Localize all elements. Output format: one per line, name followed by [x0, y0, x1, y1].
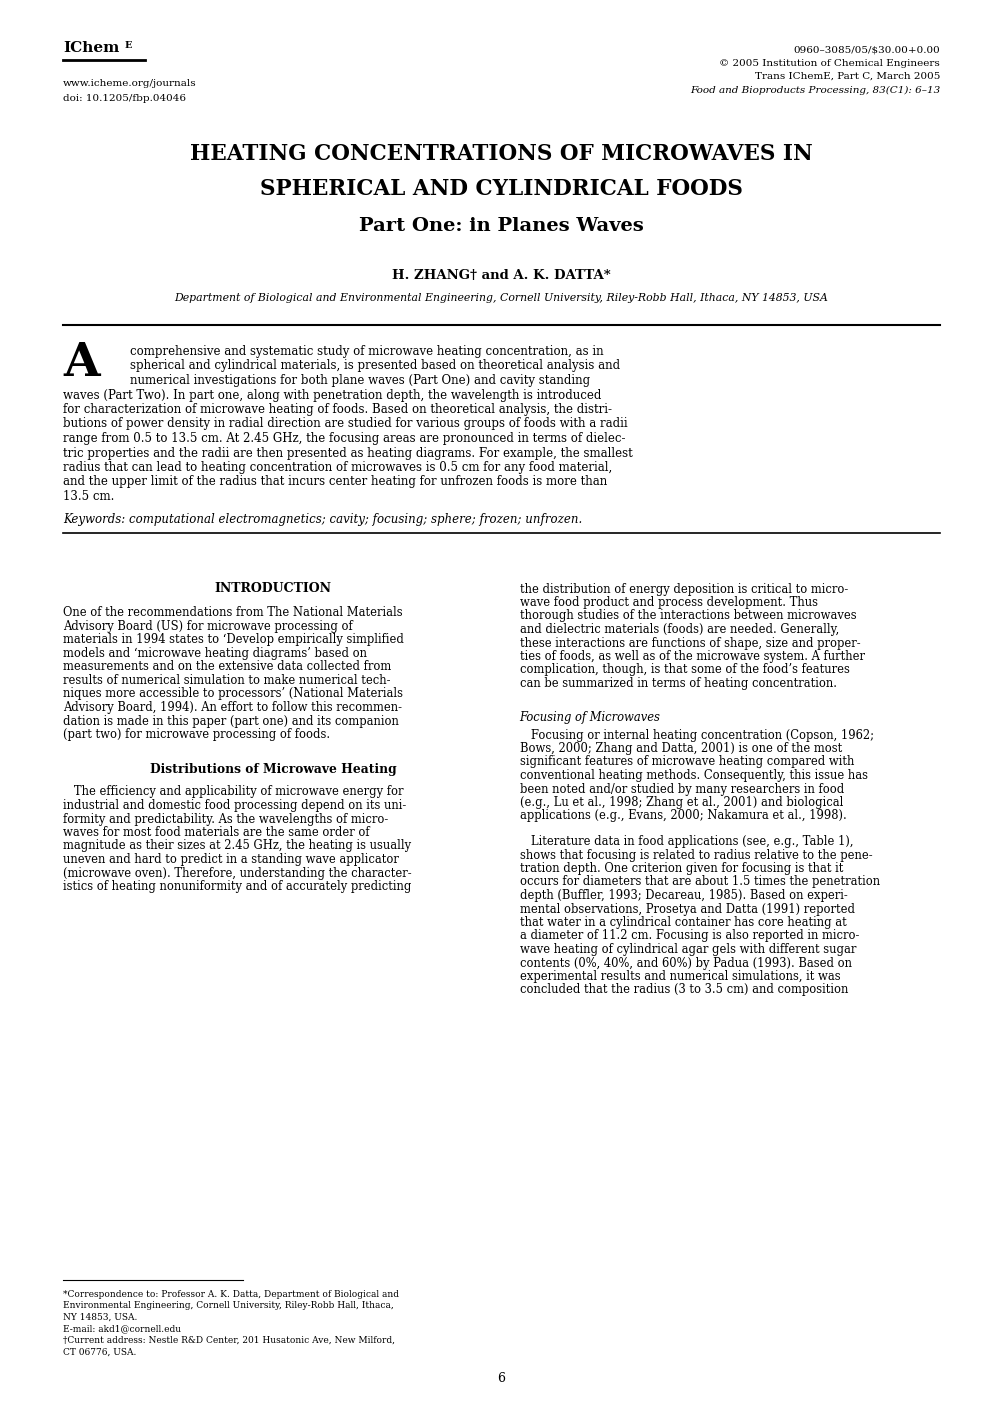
Text: comprehensive and systematic study of microwave heating concentration, as in: comprehensive and systematic study of mi…: [115, 345, 603, 358]
Text: uneven and hard to predict in a standing wave applicator: uneven and hard to predict in a standing…: [63, 853, 399, 866]
Text: mental observations, Prosetya and Datta (1991) reported: mental observations, Prosetya and Datta …: [520, 902, 854, 916]
Text: conventional heating methods. Consequently, this issue has: conventional heating methods. Consequent…: [520, 769, 867, 781]
Text: Environmental Engineering, Cornell University, Riley-Robb Hall, Ithaca,: Environmental Engineering, Cornell Unive…: [63, 1302, 394, 1310]
Text: Trans IChemE, Part C, March 2005: Trans IChemE, Part C, March 2005: [755, 72, 940, 81]
Text: niques more accessible to processors’ (National Materials: niques more accessible to processors’ (N…: [63, 687, 403, 700]
Text: and the upper limit of the radius that incurs center heating for unfrozen foods : and the upper limit of the radius that i…: [63, 476, 607, 488]
Text: INTRODUCTION: INTRODUCTION: [214, 582, 331, 595]
Text: E-mail: akd1@cornell.edu: E-mail: akd1@cornell.edu: [63, 1324, 182, 1333]
Text: radius that can lead to heating concentration of microwaves is 0.5 cm for any fo: radius that can lead to heating concentr…: [63, 462, 612, 474]
Text: IChem: IChem: [63, 41, 119, 55]
Text: that water in a cylindrical container has core heating at: that water in a cylindrical container ha…: [520, 916, 846, 929]
Text: www.icheme.org/journals: www.icheme.org/journals: [63, 79, 196, 88]
Text: contents (0%, 40%, and 60%) by Padua (1993). Based on: contents (0%, 40%, and 60%) by Padua (19…: [520, 957, 851, 969]
Text: depth (Buffler, 1993; Decareau, 1985). Based on experi-: depth (Buffler, 1993; Decareau, 1985). B…: [520, 890, 847, 902]
Text: can be summarized in terms of heating concentration.: can be summarized in terms of heating co…: [520, 678, 836, 690]
Text: H. ZHANG† and A. K. DATTA*: H. ZHANG† and A. K. DATTA*: [392, 269, 611, 282]
Text: concluded that the radius (3 to 3.5 cm) and composition: concluded that the radius (3 to 3.5 cm) …: [520, 984, 848, 996]
Text: wave food product and process development. Thus: wave food product and process developmen…: [520, 596, 817, 609]
Text: CT 06776, USA.: CT 06776, USA.: [63, 1347, 136, 1357]
Text: for characterization of microwave heating of foods. Based on theoretical analysi: for characterization of microwave heatin…: [63, 403, 612, 417]
Text: models and ‘microwave heating diagrams’ based on: models and ‘microwave heating diagrams’ …: [63, 647, 367, 659]
Text: Food and Bioproducts Processing, 83(C1): 6–13: Food and Bioproducts Processing, 83(C1):…: [689, 86, 940, 95]
Text: Department of Biological and Environmental Engineering, Cornell University, Rile: Department of Biological and Environment…: [175, 293, 828, 303]
Text: Keywords: computational electromagnetics; cavity; focusing; sphere; frozen; unfr: Keywords: computational electromagnetics…: [63, 512, 582, 526]
Text: doi: 10.1205/fbp.04046: doi: 10.1205/fbp.04046: [63, 94, 186, 102]
Text: waves (Part Two). In part one, along with penetration depth, the wavelength is i: waves (Part Two). In part one, along wit…: [63, 389, 601, 401]
Text: industrial and domestic food processing depend on its uni-: industrial and domestic food processing …: [63, 798, 407, 812]
Text: magnitude as their sizes at 2.45 GHz, the heating is usually: magnitude as their sizes at 2.45 GHz, th…: [63, 839, 411, 853]
Text: these interactions are functions of shape, size and proper-: these interactions are functions of shap…: [520, 637, 860, 650]
Text: Bows, 2000; Zhang and Datta, 2001) is one of the most: Bows, 2000; Zhang and Datta, 2001) is on…: [520, 742, 842, 755]
Text: thorough studies of the interactions between microwaves: thorough studies of the interactions bet…: [520, 609, 856, 623]
Text: complication, though, is that some of the food’s features: complication, though, is that some of th…: [520, 664, 849, 676]
Text: (e.g., Lu et al., 1998; Zhang et al., 2001) and biological: (e.g., Lu et al., 1998; Zhang et al., 20…: [520, 796, 843, 810]
Text: a diameter of 11.2 cm. Focusing is also reported in micro-: a diameter of 11.2 cm. Focusing is also …: [520, 930, 859, 943]
Text: results of numerical simulation to make numerical tech-: results of numerical simulation to make …: [63, 673, 391, 687]
Text: tration depth. One criterion given for focusing is that it: tration depth. One criterion given for f…: [520, 861, 843, 875]
Text: SPHERICAL AND CYLINDRICAL FOODS: SPHERICAL AND CYLINDRICAL FOODS: [260, 178, 743, 201]
Text: and dielectric materials (foods) are needed. Generally,: and dielectric materials (foods) are nee…: [520, 623, 839, 636]
Text: ties of foods, as well as of the microwave system. A further: ties of foods, as well as of the microwa…: [520, 650, 864, 664]
Text: (part two) for microwave processing of foods.: (part two) for microwave processing of f…: [63, 728, 330, 741]
Text: numerical investigations for both plane waves (Part One) and cavity standing: numerical investigations for both plane …: [115, 375, 590, 387]
Text: 0960–3085/05/$30.00+0.00: 0960–3085/05/$30.00+0.00: [794, 46, 940, 55]
Text: spherical and cylindrical materials, is presented based on theoretical analysis : spherical and cylindrical materials, is …: [115, 359, 620, 373]
Text: Focusing or internal heating concentration (Copson, 1962;: Focusing or internal heating concentrati…: [520, 728, 874, 742]
Text: formity and predictability. As the wavelengths of micro-: formity and predictability. As the wavel…: [63, 812, 388, 825]
Text: HEATING CONCENTRATIONS OF MICROWAVES IN: HEATING CONCENTRATIONS OF MICROWAVES IN: [190, 143, 812, 166]
Text: Literature data in food applications (see, e.g., Table 1),: Literature data in food applications (se…: [520, 835, 853, 847]
Text: measurements and on the extensive data collected from: measurements and on the extensive data c…: [63, 661, 391, 673]
Text: 6: 6: [498, 1372, 506, 1385]
Text: istics of heating nonuniformity and of accurately predicting: istics of heating nonuniformity and of a…: [63, 880, 412, 892]
Text: dation is made in this paper (part one) and its companion: dation is made in this paper (part one) …: [63, 714, 399, 728]
Text: occurs for diameters that are about 1.5 times the penetration: occurs for diameters that are about 1.5 …: [520, 875, 880, 888]
Text: tric properties and the radii are then presented as heating diagrams. For exampl: tric properties and the radii are then p…: [63, 446, 633, 460]
Text: 13.5 cm.: 13.5 cm.: [63, 490, 114, 504]
Text: waves for most food materials are the same order of: waves for most food materials are the sa…: [63, 826, 370, 839]
Text: A: A: [63, 340, 99, 386]
Text: been noted and/or studied by many researchers in food: been noted and/or studied by many resear…: [520, 783, 844, 796]
Text: © 2005 Institution of Chemical Engineers: © 2005 Institution of Chemical Engineers: [719, 59, 940, 67]
Text: The efficiency and applicability of microwave energy for: The efficiency and applicability of micr…: [63, 786, 404, 798]
Text: NY 14853, USA.: NY 14853, USA.: [63, 1313, 137, 1322]
Text: the distribution of energy deposition is critical to micro-: the distribution of energy deposition is…: [520, 582, 848, 595]
Text: One of the recommendations from The National Materials: One of the recommendations from The Nati…: [63, 606, 403, 620]
Text: †Current address: Nestle R&D Center, 201 Husatonic Ave, New Milford,: †Current address: Nestle R&D Center, 201…: [63, 1336, 395, 1345]
Text: Focusing of Microwaves: Focusing of Microwaves: [520, 710, 661, 724]
Text: materials in 1994 states to ‘Develop empirically simplified: materials in 1994 states to ‘Develop emp…: [63, 634, 404, 647]
Text: Part One: in Planes Waves: Part One: in Planes Waves: [359, 217, 644, 234]
Text: applications (e.g., Evans, 2000; Nakamura et al., 1998).: applications (e.g., Evans, 2000; Nakamur…: [520, 810, 846, 822]
Text: butions of power density in radial direction are studied for various groups of f: butions of power density in radial direc…: [63, 418, 628, 431]
Text: experimental results and numerical simulations, it was: experimental results and numerical simul…: [520, 969, 840, 984]
Text: (microwave oven). Therefore, understanding the character-: (microwave oven). Therefore, understandi…: [63, 867, 412, 880]
Text: wave heating of cylindrical agar gels with different sugar: wave heating of cylindrical agar gels wi…: [520, 943, 856, 955]
Text: *Correspondence to: Professor A. K. Datta, Department of Biological and: *Correspondence to: Professor A. K. Datt…: [63, 1289, 399, 1299]
Text: range from 0.5 to 13.5 cm. At 2.45 GHz, the focusing areas are pronounced in ter: range from 0.5 to 13.5 cm. At 2.45 GHz, …: [63, 432, 626, 445]
Text: Advisory Board, 1994). An effort to follow this recommen-: Advisory Board, 1994). An effort to foll…: [63, 702, 402, 714]
Text: E: E: [125, 41, 133, 51]
Text: Advisory Board (US) for microwave processing of: Advisory Board (US) for microwave proces…: [63, 620, 353, 633]
Text: Distributions of Microwave Heating: Distributions of Microwave Heating: [150, 763, 397, 776]
Text: significant features of microwave heating compared with: significant features of microwave heatin…: [520, 755, 854, 769]
Text: shows that focusing is related to radius relative to the pene-: shows that focusing is related to radius…: [520, 849, 872, 861]
